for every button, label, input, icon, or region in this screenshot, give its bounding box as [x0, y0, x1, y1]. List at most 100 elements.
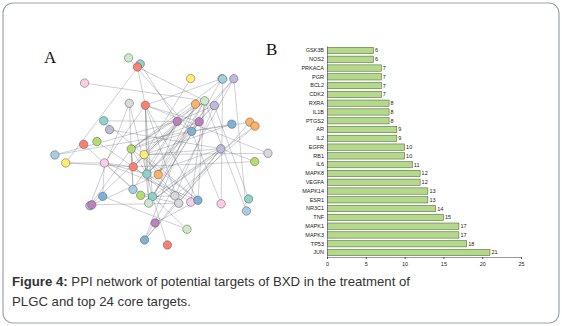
network-node — [154, 170, 162, 178]
bar — [327, 91, 381, 97]
network-node — [127, 145, 135, 153]
panel-label: A — [44, 48, 57, 67]
y-tick-label: TNF — [313, 214, 324, 220]
bar — [327, 170, 420, 176]
data-label: 13 — [429, 197, 435, 203]
caption-line: PPI network of potential targets of BXD … — [68, 274, 411, 289]
y-tick: BCL2 — [310, 82, 327, 88]
caption-line: PLGC and top 24 core targets. — [12, 294, 191, 309]
figure: AB6677778889910101112121313141517171821G… — [0, 0, 562, 326]
network-edge — [133, 167, 179, 203]
data-label: 7 — [383, 74, 386, 80]
x-tick-mark — [327, 257, 328, 259]
x-tick: 10 — [402, 257, 408, 267]
y-tick-label: TP53 — [311, 240, 324, 246]
network-edge — [104, 105, 145, 163]
y-tick-label: IL2 — [316, 135, 324, 141]
bar — [327, 144, 405, 150]
network-node — [191, 100, 199, 108]
y-tick-label: RB1 — [313, 153, 324, 159]
network-node — [129, 185, 137, 193]
data-label: 13 — [429, 188, 435, 194]
y-tick-label: IL1B — [313, 109, 325, 115]
network-node — [219, 75, 227, 83]
network-node — [125, 99, 133, 107]
network-edge — [221, 79, 223, 204]
network-edge — [191, 101, 205, 202]
network-edge — [145, 79, 222, 106]
network-node — [171, 192, 179, 200]
network-node — [251, 122, 259, 130]
network-edge — [103, 163, 105, 196]
data-label: 10 — [406, 144, 412, 150]
network-node — [145, 199, 153, 207]
data-label: 8 — [391, 100, 394, 106]
bar — [327, 232, 459, 238]
x-tick: 0 — [326, 257, 329, 267]
bar — [327, 47, 374, 53]
network-node — [264, 149, 272, 157]
network-edge — [149, 101, 205, 203]
y-tick-label: NR3C1 — [306, 205, 324, 211]
y-tick: TNF — [313, 214, 327, 220]
network-edge — [55, 121, 177, 155]
y-tick-label: PTGS2 — [306, 118, 324, 124]
bar — [327, 205, 436, 211]
network-edge — [90, 149, 131, 206]
y-tick: MAPK3 — [305, 232, 327, 238]
network-edge — [199, 79, 234, 122]
network-node — [93, 137, 101, 145]
data-label: 15 — [445, 214, 451, 220]
network-node — [195, 118, 203, 126]
y-axis-line — [327, 47, 328, 258]
y-tick-label: EGFR — [309, 144, 324, 150]
x-tick: 20 — [480, 257, 486, 267]
y-tick: IL1B — [313, 109, 327, 115]
data-label: 8 — [391, 109, 394, 115]
network-edge — [66, 163, 134, 167]
network-edge — [192, 79, 222, 132]
y-tick: ESR1 — [310, 197, 327, 203]
network-node — [163, 241, 171, 249]
network-edge — [97, 142, 175, 196]
y-axis: GSK3BNOS2PRKACAPGRBCL2CDK2RXRAIL1BPTGS2A… — [301, 47, 327, 258]
y-tick: GSK3B — [306, 47, 327, 53]
network-node — [140, 150, 148, 158]
network-node — [124, 54, 132, 62]
x-tick-label: 25 — [518, 261, 524, 267]
network-node — [244, 195, 252, 203]
network-node — [228, 120, 236, 128]
caption-label: Figure 4: — [12, 274, 68, 289]
data-label: 17 — [460, 232, 466, 238]
network-edge — [145, 104, 196, 240]
network-node — [242, 207, 250, 215]
x-tick: 5 — [365, 257, 368, 267]
y-tick-label: PGR — [312, 74, 324, 80]
network-edge — [234, 79, 247, 211]
bar — [327, 82, 381, 88]
bar — [327, 126, 397, 132]
network-edge — [214, 105, 248, 198]
network-node — [133, 63, 141, 71]
network-edge — [145, 149, 221, 240]
y-tick-label: MAPK8 — [305, 170, 324, 176]
x-axis: 0510152025 — [326, 257, 525, 267]
network-edge — [149, 126, 255, 203]
network-node — [100, 159, 108, 167]
y-tick-label: GSK3B — [306, 47, 325, 53]
bar — [327, 249, 490, 255]
y-tick: TP53 — [311, 240, 327, 246]
bar — [327, 179, 420, 185]
bar — [327, 65, 381, 71]
network-node — [140, 236, 148, 244]
y-tick: PRKACA — [301, 65, 327, 71]
data-label: 14 — [437, 206, 443, 212]
bar — [327, 109, 389, 115]
network-node — [186, 74, 194, 82]
network-edge — [84, 144, 133, 189]
network-edge — [137, 67, 214, 105]
bar — [327, 56, 374, 62]
network-node — [100, 117, 108, 125]
y-tick-label: AR — [316, 126, 324, 132]
bar — [327, 162, 412, 168]
